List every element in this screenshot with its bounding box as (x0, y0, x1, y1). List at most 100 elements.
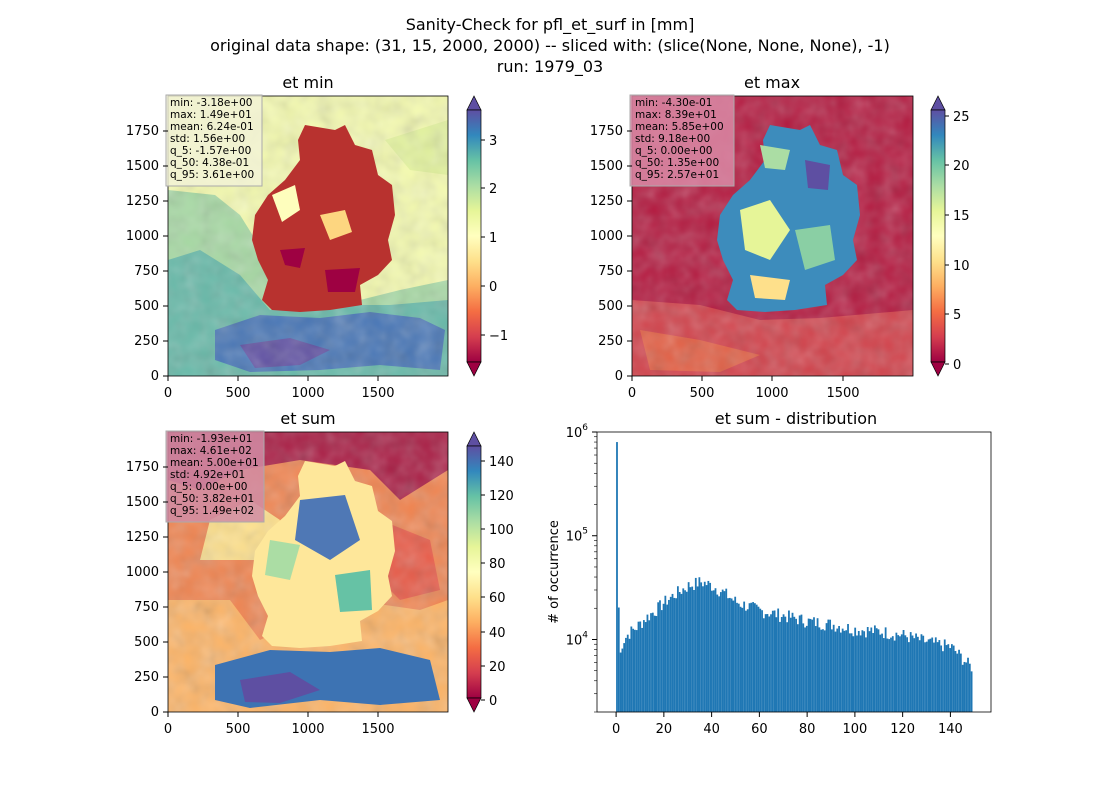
y-tick-label: 750 (598, 264, 623, 279)
histogram-bar (752, 602, 754, 712)
stat-line: max: 8.39e+01 (635, 109, 717, 121)
histogram-bar (813, 617, 815, 712)
histogram-bar (648, 620, 651, 712)
histogram-bar (761, 610, 763, 712)
y-tick-label: 500 (134, 299, 159, 314)
histogram-bar (642, 620, 645, 712)
stat-line: std: 1.56e+00 (170, 133, 245, 145)
histogram-bar (908, 642, 910, 712)
histogram-bar (721, 589, 724, 712)
histogram-bar (795, 618, 797, 712)
colorbar-tick-label: 25 (953, 110, 970, 125)
histogram-bar (694, 577, 697, 712)
y-tick-label: 500 (598, 299, 623, 314)
histogram-bar (904, 635, 907, 712)
y-tick-label: 0 (151, 369, 159, 384)
colorbar-et-sum: 140 120 100 80 60 40 20 0 (466, 431, 514, 713)
colorbar-et-max: 25 20 15 10 5 0 (930, 95, 970, 377)
histogram-bar (727, 598, 729, 712)
histogram-bar (766, 614, 769, 712)
histogram-bar (673, 597, 676, 712)
histogram-bar (952, 645, 955, 712)
histogram-bar (800, 614, 803, 712)
histogram-bar (857, 630, 860, 712)
histogram-bar (929, 638, 932, 712)
stat-line: q_50: 3.82e+01 (170, 493, 254, 505)
x-tick-label: 120 (890, 722, 915, 737)
histogram-bar (829, 619, 832, 712)
histogram-bar (698, 577, 701, 712)
histogram-bar (925, 641, 928, 712)
colorbar-tick-label: 3 (489, 134, 497, 149)
stat-line: q_5: 0.00e+00 (170, 481, 247, 493)
histogram-bar (959, 653, 962, 712)
histogram-bar (897, 635, 900, 712)
histogram-bar (712, 590, 715, 712)
histogram-bar (743, 601, 746, 712)
histogram-bar (827, 619, 830, 712)
colorbar-tick-label: 0 (489, 694, 497, 709)
y-tick-label: 1250 (590, 194, 623, 209)
x-axis-et-max: 0 500 1000 1500 (628, 376, 860, 401)
histogram-bar (899, 636, 901, 712)
histogram-bar (630, 626, 633, 712)
x-tick-label: 1000 (291, 386, 324, 401)
histogram-bar (902, 630, 905, 712)
histogram-bar (863, 631, 866, 712)
histogram-bar (850, 633, 853, 712)
y-tick-label: 1750 (590, 124, 623, 139)
histogram-bar (623, 643, 626, 712)
stat-line: q_5: 0.00e+00 (635, 145, 712, 157)
colorbar-tick-label: 100 (489, 523, 514, 538)
histogram-bar (703, 581, 706, 712)
histogram-bar (884, 627, 887, 712)
y-axis-distribution: 104 105 106 (566, 423, 597, 713)
histogram-bar (682, 588, 685, 712)
histogram-bar (841, 628, 844, 712)
histogram-bar (839, 632, 842, 712)
colorbar-tick-label: 20 (489, 660, 506, 675)
histogram-bar (626, 634, 629, 712)
colorbar-tick-label: 120 (489, 489, 514, 504)
histogram-bar (789, 617, 792, 712)
histogram-bar (936, 642, 939, 712)
histogram-bar (770, 614, 772, 712)
y-tick-label: 0 (615, 369, 623, 384)
histogram-bar (625, 637, 627, 712)
histogram-bar (676, 586, 679, 712)
x-axis-distribution: 0 20 40 60 80 100 120 140 (612, 712, 963, 737)
colorbar-tick-label: 60 (489, 591, 506, 606)
stats-box-et-min: min: -3.18e+00 max: 1.49e+01 mean: 6.24e… (165, 94, 263, 187)
y-tick-label: 1250 (126, 530, 159, 545)
histogram-bar (748, 603, 751, 712)
x-tick-label: 20 (656, 722, 673, 737)
x-tick-label: 0 (164, 386, 172, 401)
histogram-bar (891, 636, 894, 712)
y-axis-et-max: 0 250 500 750 1000 1250 1500 1750 (590, 124, 632, 384)
histogram-bar (893, 640, 896, 712)
histogram-bar (709, 582, 712, 712)
histogram-bar (711, 590, 713, 712)
x-tick-label: 500 (226, 722, 251, 737)
colorbar-tick-label: 15 (953, 209, 970, 224)
stat-line: mean: 5.00e+01 (170, 457, 259, 469)
stat-line: std: 4.92e+01 (170, 469, 245, 481)
stat-line: std: 9.18e+00 (635, 133, 710, 145)
colorbar-tick-label: 0 (489, 280, 497, 295)
histogram-bar (646, 614, 649, 712)
stat-line: q_95: 1.49e+02 (170, 505, 254, 517)
y-tick-label: 1000 (126, 565, 159, 580)
y-axis-et-sum: 0 250 500 750 1000 1250 1500 1750 (126, 460, 168, 720)
histogram-bar (956, 653, 959, 712)
histogram-bar (700, 582, 703, 712)
panel-title-distribution: et sum - distribution (715, 409, 877, 428)
y-tick-label: 250 (598, 334, 623, 349)
histogram-bars (616, 442, 973, 712)
histogram-bar (689, 587, 692, 712)
histogram-bar (773, 610, 776, 712)
histogram-bar (791, 612, 794, 712)
histogram-bar (684, 590, 686, 712)
histogram-bar (635, 630, 638, 712)
figure-title-line-2: original data shape: (31, 15, 2000, 2000… (210, 36, 890, 55)
x-tick-label: 1500 (361, 386, 394, 401)
